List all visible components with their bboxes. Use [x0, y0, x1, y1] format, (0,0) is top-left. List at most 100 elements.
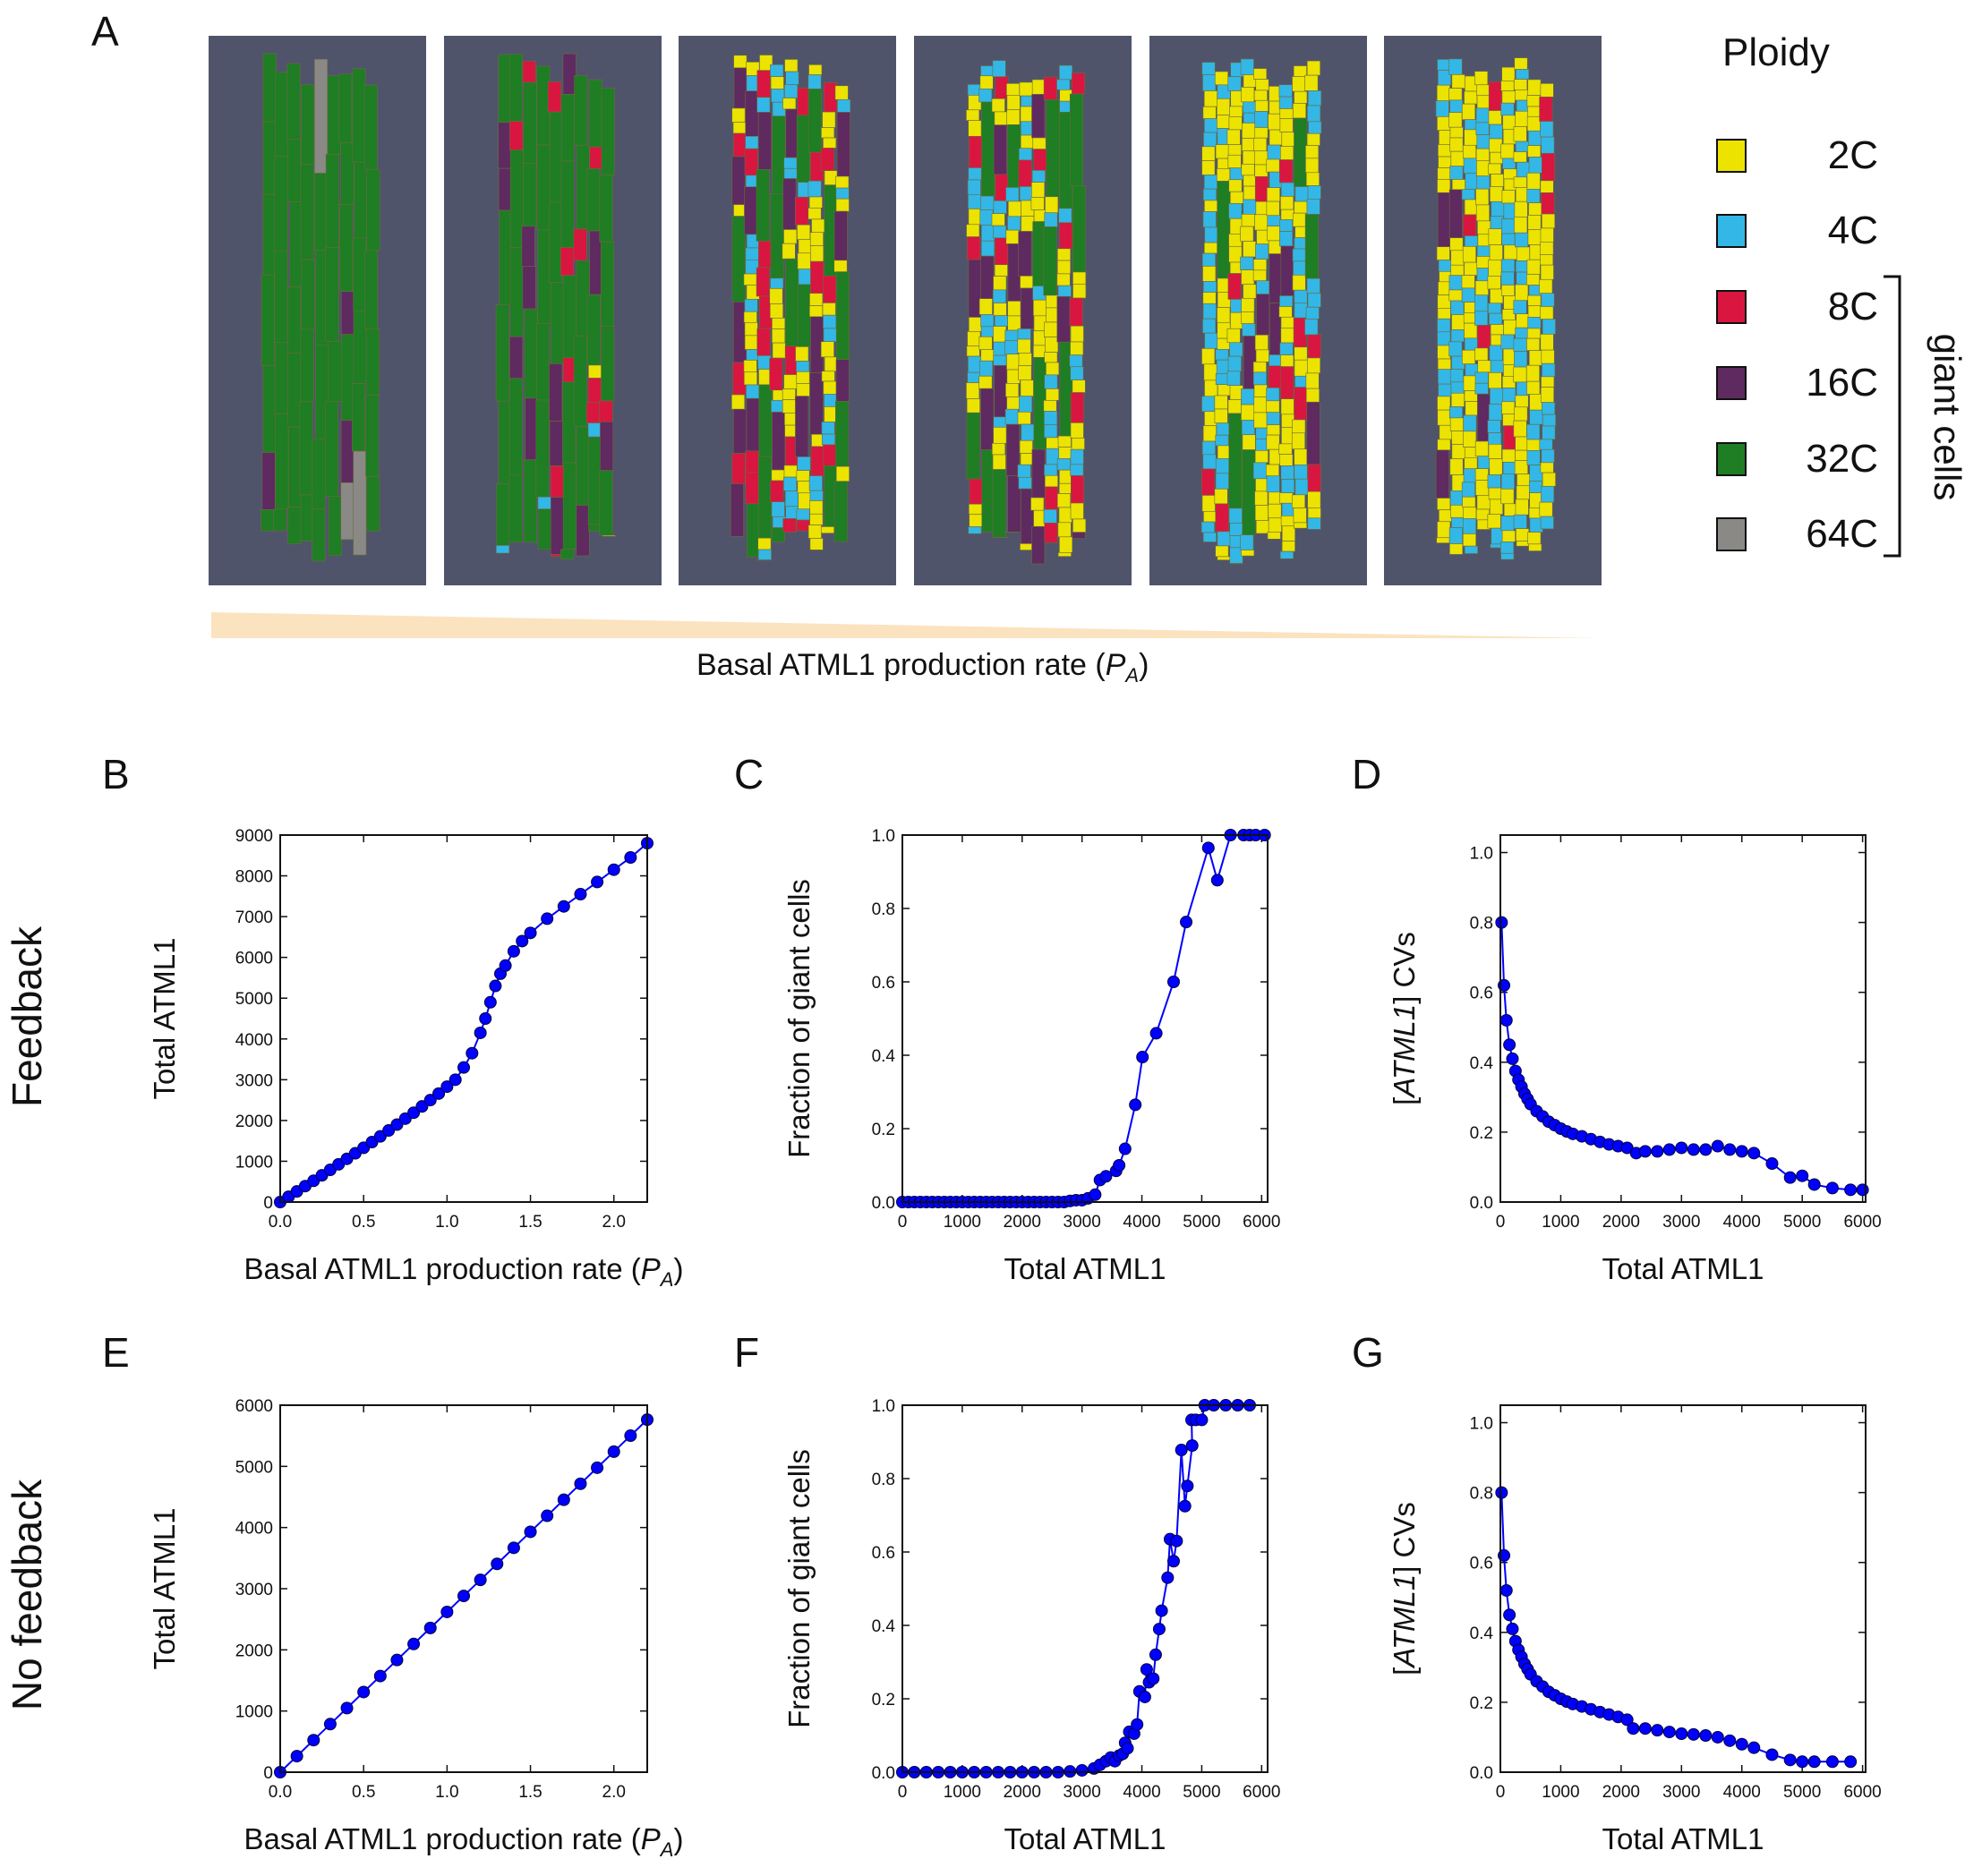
cell-16c: [1072, 532, 1086, 539]
x-tick-label: 0.5: [352, 1783, 375, 1802]
plot-frame-e: [279, 1404, 648, 1773]
giant-cells-bracket: [1884, 275, 1901, 558]
legend-swatch-4c: [1716, 214, 1747, 248]
y-tick-label: 1.0: [1470, 1415, 1493, 1434]
y-tick-label: 0.4: [872, 1047, 896, 1066]
y-tick-label: 0.4: [1470, 1624, 1494, 1643]
x-tick-label: 1000: [1542, 1783, 1579, 1802]
plot-frame-c: [901, 834, 1269, 1203]
data-point: [1651, 1724, 1664, 1737]
cell-16c: [730, 483, 744, 537]
data-point: [423, 1094, 437, 1107]
data-point: [1506, 1052, 1519, 1065]
data-point: [457, 1061, 470, 1074]
tissue-panel: [914, 36, 1132, 585]
data-point: [1638, 1145, 1652, 1158]
data-point: [541, 912, 554, 925]
y-axis-label-e: Total ATML1: [148, 1508, 181, 1670]
data-point: [557, 1493, 570, 1506]
data-point: [1506, 1622, 1519, 1635]
data-point: [1844, 1755, 1858, 1769]
y-tick-label: 1.0: [872, 827, 895, 846]
x-tick-label: 1.0: [435, 1213, 458, 1232]
x-tick-label: 4000: [1123, 1783, 1160, 1802]
cell-2c: [1267, 532, 1281, 540]
y-tick-label: 4000: [235, 1031, 273, 1050]
data-point: [1747, 1147, 1761, 1160]
y-tick-label: 0.8: [872, 900, 895, 919]
data-point: [340, 1701, 354, 1715]
cell-32c: [273, 508, 287, 532]
tissue-panel: [209, 36, 426, 585]
data-point: [466, 1046, 479, 1060]
data-point: [415, 1100, 429, 1113]
cell-32c: [366, 475, 380, 532]
panel-a-caption: Basal ATML1 production rate (PA): [696, 648, 1149, 687]
data-point: [1711, 1730, 1724, 1744]
cell-2c: [820, 526, 834, 534]
y-tick-label: 0.2: [872, 1121, 895, 1139]
data-point: [407, 1637, 421, 1650]
legend-label-16c: 16C: [1806, 361, 1878, 405]
panel-label-d: D: [1352, 751, 1382, 797]
data-point: [1711, 1139, 1724, 1153]
data-point: [1783, 1753, 1797, 1767]
data-point: [524, 1525, 537, 1539]
data-point: [432, 1087, 446, 1100]
x-axis-label-g: Total ATML1: [1602, 1822, 1764, 1855]
legend-label-32c: 32C: [1806, 437, 1878, 481]
data-point: [1796, 1755, 1809, 1769]
data-point: [1161, 1571, 1175, 1584]
y-axis-label-g: [ATML1] CVs: [1388, 1502, 1421, 1676]
x-tick-label: 4000: [1723, 1783, 1761, 1802]
cell-4c: [1307, 517, 1321, 530]
cell-32c: [560, 549, 575, 560]
data-point: [1687, 1143, 1700, 1156]
data-point: [591, 875, 604, 889]
x-tick-label: 6000: [1243, 1213, 1280, 1232]
x-tick-label: 4000: [1123, 1213, 1160, 1232]
data-point: [1735, 1145, 1748, 1158]
plot-frame-f: [901, 1404, 1269, 1773]
x-tick-label: 6000: [1843, 1783, 1881, 1802]
x-tick-label: 2.0: [602, 1783, 626, 1802]
x-tick-label: 2000: [1602, 1213, 1640, 1232]
data-point: [390, 1653, 404, 1667]
x-tick-label: 0: [1496, 1783, 1506, 1802]
x-axis-label-f: Total ATML1: [1004, 1822, 1166, 1855]
data-point: [290, 1750, 303, 1763]
data-point: [1675, 1141, 1688, 1155]
cell-32c: [771, 527, 785, 542]
cell-2c: [602, 534, 616, 537]
data-point: [1796, 1169, 1809, 1182]
x-tick-label: 0.0: [269, 1213, 292, 1232]
legend-label-4c: 4C: [1827, 209, 1878, 252]
x-tick-label: 1000: [944, 1783, 981, 1802]
y-tick-label: 4000: [235, 1520, 273, 1539]
data-point: [440, 1605, 454, 1618]
x-tick-label: 1000: [944, 1213, 981, 1232]
data-point: [1765, 1157, 1779, 1171]
data-point: [1723, 1734, 1737, 1747]
data-point: [1856, 1183, 1869, 1197]
data-point: [624, 1429, 637, 1443]
data-point: [1662, 1726, 1676, 1739]
data-point: [423, 1621, 437, 1634]
y-tick-label: 3000: [235, 1071, 273, 1090]
y-tick-label: 0: [263, 1194, 273, 1213]
cell-32c: [523, 459, 537, 543]
x-tick-label: 0: [898, 1213, 908, 1232]
data-point: [1195, 1413, 1209, 1427]
cell-2c: [1449, 543, 1464, 555]
cell-8c: [1044, 523, 1058, 543]
x-tick-label: 3000: [1662, 1783, 1700, 1802]
data-point: [1687, 1727, 1700, 1741]
data-point: [607, 863, 620, 876]
data-point: [1075, 1763, 1089, 1777]
data-point: [1499, 1013, 1513, 1027]
y-tick-label: 6000: [235, 950, 273, 968]
tissue-panel: [444, 36, 662, 585]
x-axis-label-b: Basal ATML1 production rate (PA): [244, 1252, 684, 1291]
data-point: [1113, 1159, 1126, 1172]
data-point: [1155, 1604, 1168, 1617]
